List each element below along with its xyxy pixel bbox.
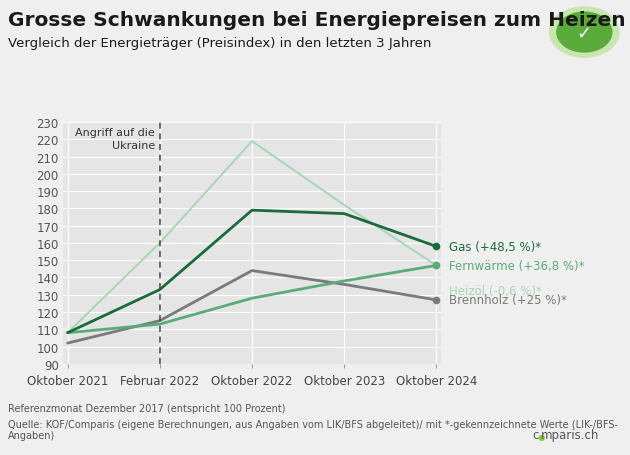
Text: Quelle: KOF/Comparis (eigene Berechnungen, aus Angaben vom LIK/BFS abgeleitet)/ : Quelle: KOF/Comparis (eigene Berechnunge…: [8, 419, 617, 440]
Text: Vergleich der Energieträger (Preisindex) in den letzten 3 Jahren: Vergleich der Energieträger (Preisindex)…: [8, 37, 431, 51]
Text: Brennholz (+25 %)*: Brennholz (+25 %)*: [449, 294, 567, 307]
Text: Grosse Schwankungen bei Energiepreisen zum Heizen: Grosse Schwankungen bei Energiepreisen z…: [8, 11, 625, 30]
Text: Referenzmonat Dezember 2017 (entspricht 100 Prozent): Referenzmonat Dezember 2017 (entspricht …: [8, 403, 285, 413]
Circle shape: [557, 13, 612, 53]
Text: Gas (+48,5 %)*: Gas (+48,5 %)*: [449, 240, 541, 253]
Text: ✓: ✓: [576, 25, 592, 43]
Text: Angriff auf die
Ukraine: Angriff auf die Ukraine: [76, 128, 155, 150]
Circle shape: [549, 8, 619, 58]
Text: Fernwärme (+36,8 %)*: Fernwärme (+36,8 %)*: [449, 259, 585, 272]
Text: mparis.ch: mparis.ch: [541, 428, 599, 441]
Text: Heizöl (-0,6 %)*: Heizöl (-0,6 %)*: [449, 284, 542, 297]
Text: ●: ●: [537, 432, 545, 441]
Text: c: c: [532, 428, 539, 441]
